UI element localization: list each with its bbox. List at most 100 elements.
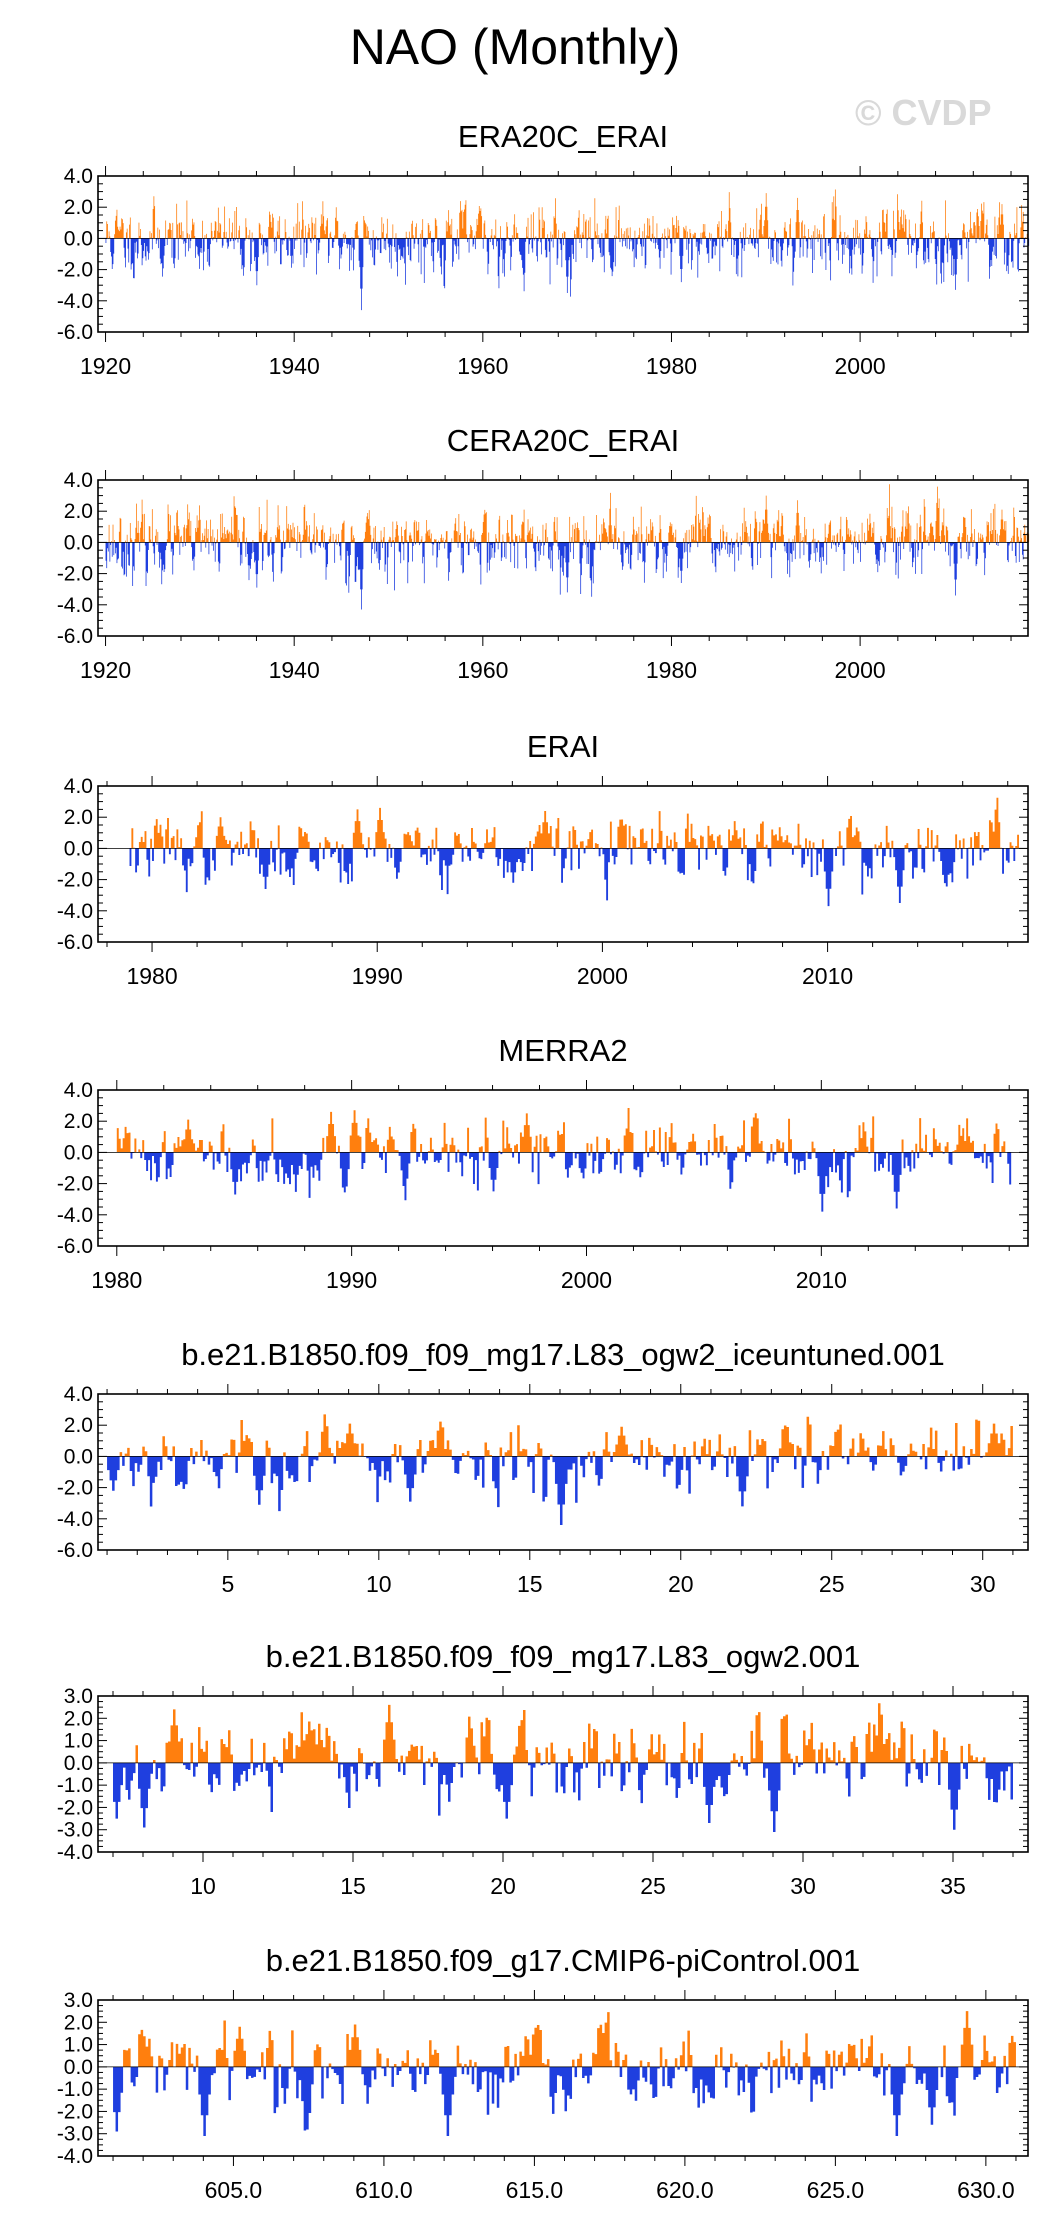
y-tick-label: 4.0 xyxy=(64,469,93,492)
y-tick-label: -2.0 xyxy=(57,563,93,586)
x-tick-label: 20 xyxy=(668,1571,694,1597)
x-tick-label: 2000 xyxy=(835,353,886,379)
y-tick-label: -6.0 xyxy=(57,931,93,954)
x-tick-label: 25 xyxy=(819,1571,845,1597)
x-tick-label: 2010 xyxy=(802,963,853,989)
negative-anomaly-series xyxy=(116,1152,1012,1212)
page-title: NAO (Monthly) xyxy=(349,19,681,75)
y-tick-label: 2.0 xyxy=(64,806,93,829)
x-tick-label: 1980 xyxy=(646,353,697,379)
negative-anomaly-series xyxy=(113,1762,1013,1832)
x-tick-label: 1920 xyxy=(80,657,131,683)
y-tick-label: -4.0 xyxy=(57,594,93,617)
y-tick-label: 0.0 xyxy=(64,227,93,250)
y-tick-label: 0.0 xyxy=(64,1141,93,1164)
x-tick-label: 30 xyxy=(970,1571,996,1597)
x-tick-label: 625.0 xyxy=(807,2177,865,2203)
positive-anomaly-series xyxy=(105,189,1030,239)
x-tick-label: 10 xyxy=(366,1571,392,1597)
x-tick-label: 35 xyxy=(940,1873,966,1899)
x-tick-label: 2000 xyxy=(561,1267,612,1293)
nao-panel-1: ERA20C_ERAI 4.0 2.0 0.0 -2.0 -4.0 -6.0 1920 1940… xyxy=(57,119,1030,379)
y-tick-label: -2.0 xyxy=(57,1477,93,1500)
y-tick-label: 1.0 xyxy=(64,1730,93,1753)
y-tick-label: 4.0 xyxy=(64,775,93,798)
panel-title: b.e21.B1850.f09_f09_mg17.L83_ogw2.001 xyxy=(266,1639,861,1674)
negative-anomaly-series xyxy=(105,542,1030,610)
x-tick-label: 2000 xyxy=(835,657,886,683)
x-tick-label: 15 xyxy=(517,1571,543,1597)
y-tick-label: -1.0 xyxy=(57,2078,93,2101)
x-tick-label: 605.0 xyxy=(205,2177,263,2203)
x-tick-label: 1980 xyxy=(126,963,177,989)
y-tick-label: 3.0 xyxy=(64,1989,93,2012)
x-tick-label: 1960 xyxy=(457,353,508,379)
y-tick-label: -6.0 xyxy=(57,1235,93,1258)
y-tick-label: -3.0 xyxy=(57,1819,93,1842)
nao-panel-3: ERAI 4.0 2.0 0.0 -2.0 -4.0 -6.0 1980 1990 2000 201… xyxy=(57,729,1029,989)
negative-anomaly-series xyxy=(107,1456,1013,1526)
y-tick-label: -3.0 xyxy=(57,2123,93,2146)
nao-panel-4: MERRA2 4.0 2.0 0.0 -2.0 -4.0 -6.0 1980 1990 2000 2… xyxy=(57,1033,1029,1293)
x-tick-label: 615.0 xyxy=(506,2177,564,2203)
positive-anomaly-series xyxy=(116,1108,1012,1153)
plot-frame xyxy=(97,175,1029,333)
y-tick-label: 2.0 xyxy=(64,500,93,523)
y-tick-label: 0.0 xyxy=(64,531,93,554)
y-tick-label: -4.0 xyxy=(57,900,93,923)
positive-anomaly-series xyxy=(113,2011,1016,2067)
x-tick-label: 2000 xyxy=(577,963,628,989)
y-tick-label: -2.0 xyxy=(57,1173,93,1196)
y-tick-label: 4.0 xyxy=(64,1079,93,1102)
x-tick-label: 20 xyxy=(490,1873,516,1899)
y-tick-label: 2.0 xyxy=(64,1414,93,1437)
x-tick-label: 5 xyxy=(221,1571,234,1597)
x-tick-label: 10 xyxy=(190,1873,216,1899)
x-tick-label: 1980 xyxy=(91,1267,142,1293)
y-tick-label: 2.0 xyxy=(64,2011,93,2034)
x-tick-label: 1980 xyxy=(646,657,697,683)
y-tick-label: 2.0 xyxy=(64,196,93,219)
panel-title: b.e21.B1850.f09_g17.CMIP6-piControl.001 xyxy=(266,1943,861,1978)
y-tick-label: 4.0 xyxy=(64,165,93,188)
y-tick-label: -4.0 xyxy=(57,1204,93,1227)
x-tick-label: 630.0 xyxy=(957,2177,1015,2203)
y-tick-label: 2.0 xyxy=(64,1110,93,1133)
nao-panel-5: b.e21.B1850.f09_f09_mg17.L83_ogw2_iceunt… xyxy=(57,1337,1029,1597)
y-tick-label: -2.0 xyxy=(57,2100,93,2123)
x-tick-label: 620.0 xyxy=(656,2177,714,2203)
y-tick-label: 0.0 xyxy=(64,2056,93,2079)
y-tick-label: -4.0 xyxy=(57,2145,93,2168)
x-tick-label: 1960 xyxy=(457,657,508,683)
y-tick-label: -2.0 xyxy=(57,869,93,892)
x-tick-label: 1990 xyxy=(326,1267,377,1293)
x-tick-label: 610.0 xyxy=(355,2177,413,2203)
y-tick-label: 3.0 xyxy=(64,1685,93,1708)
positive-anomaly-series xyxy=(107,1414,1013,1457)
y-tick-label: 2.0 xyxy=(64,1707,93,1730)
y-tick-label: 0.0 xyxy=(64,837,93,860)
negative-anomaly-series xyxy=(129,848,1019,907)
y-tick-label: 0.0 xyxy=(64,1445,93,1468)
negative-anomaly-series xyxy=(105,238,1030,311)
y-tick-label: -2.0 xyxy=(57,259,93,282)
y-tick-label: -1.0 xyxy=(57,1774,93,1797)
y-tick-label: 0.0 xyxy=(64,1752,93,1775)
y-tick-label: -6.0 xyxy=(57,321,93,344)
y-tick-label: -6.0 xyxy=(57,1539,93,1562)
cvdp-watermark: © CVDP xyxy=(855,92,992,133)
y-tick-label: -4.0 xyxy=(57,1841,93,1864)
y-tick-label: -4.0 xyxy=(57,1508,93,1531)
positive-anomaly-series xyxy=(105,484,1030,543)
y-tick-label: 1.0 xyxy=(64,2034,93,2057)
panel-title: MERRA2 xyxy=(498,1033,627,1068)
x-tick-label: 1940 xyxy=(269,353,320,379)
negative-anomaly-series xyxy=(113,2066,1016,2136)
x-tick-label: 1990 xyxy=(352,963,403,989)
y-tick-label: 4.0 xyxy=(64,1383,93,1406)
panel-title: ERA20C_ERAI xyxy=(458,119,668,154)
panel-title: b.e21.B1850.f09_f09_mg17.L83_ogw2_iceunt… xyxy=(181,1337,945,1372)
nao-panel-6: b.e21.B1850.f09_f09_mg17.L83_ogw2.001 3.0… xyxy=(57,1639,1029,1899)
nao-panel-2: CERA20C_ERAI 4.0 2.0 0.0 -2.0 -4.0 -6.0 1920 194… xyxy=(57,423,1030,683)
x-tick-label: 30 xyxy=(790,1873,816,1899)
